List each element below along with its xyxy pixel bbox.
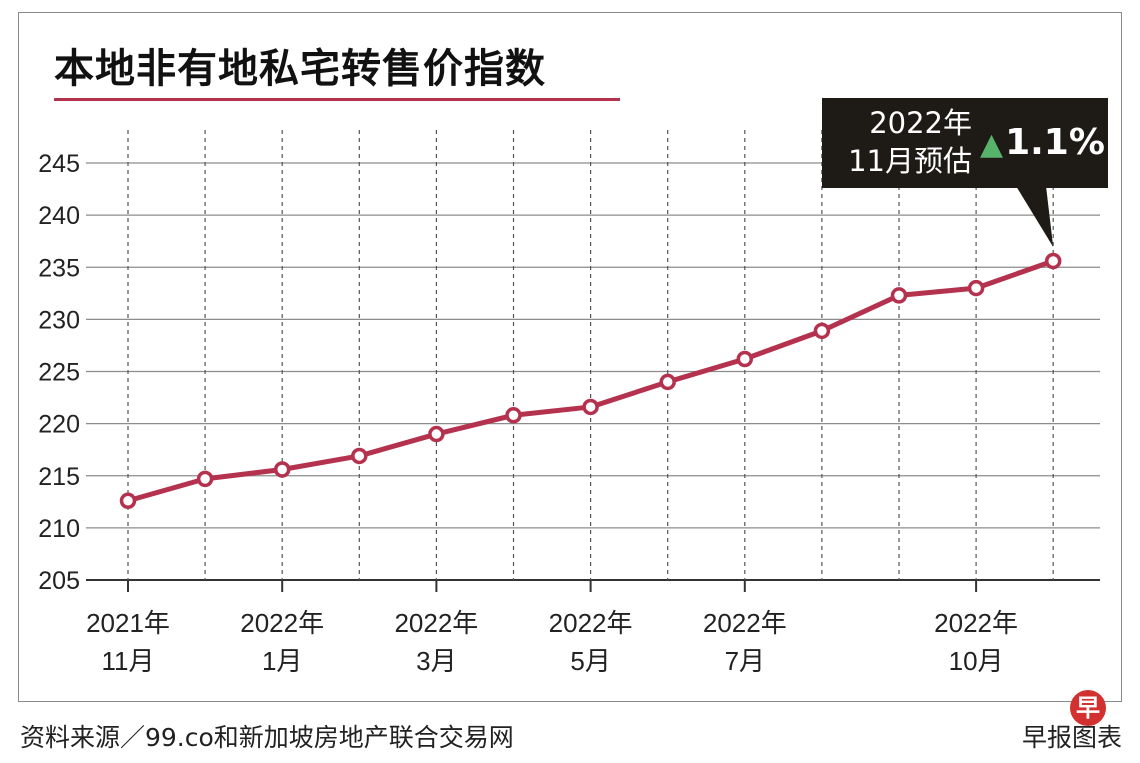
y-tick-label: 245 [38, 150, 80, 178]
y-tick-label: 235 [38, 254, 80, 282]
data-point [582, 398, 599, 416]
x-tick-label-month: 1月 [262, 646, 302, 676]
data-point [505, 407, 522, 424]
chart-frame [18, 12, 1122, 702]
chart-credit: 早报图表 [1021, 723, 1122, 752]
zaobao-logo-icon: 早 [1070, 690, 1106, 726]
x-tick-label-year: 2022年 [240, 608, 324, 638]
up-arrow-icon: ▲ [980, 127, 1004, 162]
callout-date-year: 2022年 [869, 106, 972, 140]
y-tick-label: 225 [38, 359, 80, 387]
y-tick-label: 230 [38, 306, 80, 334]
source-note: 资料来源／99.co和新加坡房地产联合交易网 [20, 723, 514, 752]
y-tick-label: 205 [38, 567, 80, 595]
data-point [659, 373, 676, 391]
data-point [119, 492, 137, 510]
y-tick-label: 220 [38, 411, 80, 439]
x-tick-label-month: 10月 [949, 646, 1004, 676]
x-tick-label-month: 7月 [725, 646, 765, 676]
data-point [890, 287, 908, 304]
data-point [967, 279, 985, 297]
x-tick-label-month: 11月 [102, 646, 155, 676]
x-tick-label-year: 2022年 [394, 608, 478, 638]
chart-title: 本地非有地私宅转售价指数 [54, 46, 546, 92]
estimate-callout: 2022年 11月预估 ▲1.1% [822, 98, 1108, 188]
data-point [813, 322, 831, 340]
x-tick-label-year: 2022年 [549, 608, 633, 638]
title-underline [54, 98, 620, 101]
data-point [351, 447, 368, 465]
callout-change-value: 1.1% [1005, 122, 1105, 163]
x-tick-label-year: 2021年 [86, 608, 170, 638]
y-tick-label: 210 [38, 515, 80, 543]
x-tick-label-year: 2022年 [703, 608, 787, 638]
x-tick-label-month: 3月 [416, 646, 456, 676]
data-point [428, 425, 445, 443]
callout-date-month: 11月预估 [848, 144, 972, 178]
data-point [1044, 252, 1062, 270]
callout-pointer [1016, 186, 1054, 247]
data-point [736, 350, 754, 368]
data-point [196, 470, 214, 488]
callout-date: 2022年 11月预估 [832, 104, 972, 180]
y-tick-label: 240 [38, 202, 80, 230]
callout-change: ▲1.1% [980, 122, 1105, 166]
x-tick-label-month: 5月 [570, 646, 610, 676]
data-point [273, 461, 291, 478]
x-tick-label-year: 2022年 [934, 608, 1018, 638]
y-tick-label: 215 [38, 463, 80, 491]
